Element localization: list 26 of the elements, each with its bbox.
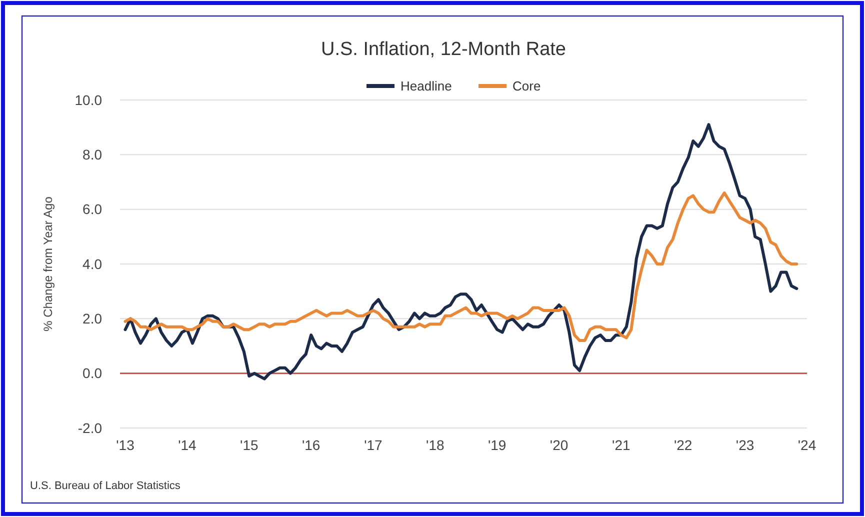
x-tick-label: '21 <box>612 437 630 453</box>
legend-label: Headline <box>400 78 452 94</box>
y-tick-label: 0.0 <box>82 365 102 382</box>
x-tick-label: '15 <box>240 437 258 453</box>
line-series <box>124 123 798 380</box>
x-tick-label: '16 <box>302 437 320 453</box>
x-tick-label: '13 <box>116 437 135 453</box>
y-tick-label: 10.0 <box>74 92 102 108</box>
legend-label: Core <box>512 78 541 94</box>
y-tick-label: 6.0 <box>82 201 102 218</box>
x-tick-label: '14 <box>178 437 197 453</box>
text: U.S. Bureau of Labor Statistics <box>30 480 181 492</box>
y-tick-label: -2.0 <box>78 420 102 436</box>
y-tick-label: 4.0 <box>82 256 102 272</box>
x-tick-label: '19 <box>488 437 506 453</box>
x-tick-label: '22 <box>674 437 692 453</box>
x-tick-label: '23 <box>736 437 754 453</box>
x-tick-label: '24 <box>798 437 816 453</box>
line-series <box>124 191 798 342</box>
y-tick-label: 2.0 <box>82 310 102 327</box>
chart-title: U.S. Inflation, 12-Month Rate <box>320 39 566 60</box>
x-tick-label: '20 <box>550 437 568 453</box>
x-tick-label: '18 <box>426 437 444 453</box>
y-tick-label: 8.0 <box>82 146 102 163</box>
x-tick-label: '17 <box>364 437 383 453</box>
y-axis-title: % Change from Year Ago <box>41 196 55 332</box>
